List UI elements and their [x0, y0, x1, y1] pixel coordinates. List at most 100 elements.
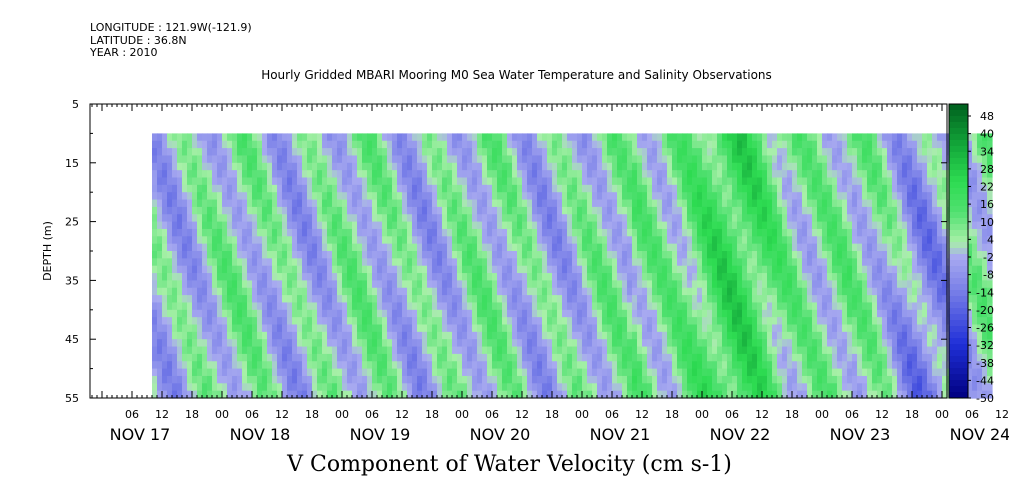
heatmap-cell — [467, 236, 473, 245]
heatmap-cell — [407, 302, 413, 311]
heatmap-cell — [342, 177, 348, 186]
heatmap-cell — [152, 251, 158, 259]
heatmap-cell — [232, 214, 238, 223]
heatmap-cell — [387, 287, 393, 296]
heatmap-cell — [762, 361, 768, 370]
heatmap-cell — [782, 133, 788, 142]
heatmap-cell — [162, 324, 168, 333]
heatmap-cell — [627, 280, 633, 289]
heatmap-cell — [487, 236, 493, 245]
heatmap-cell — [277, 390, 283, 399]
heatmap-cell — [647, 236, 653, 245]
heatmap-cell — [192, 148, 198, 157]
heatmap-cell — [437, 155, 443, 164]
heatmap-cell — [207, 214, 213, 223]
heatmap-cell — [412, 162, 418, 171]
heatmap-cell — [672, 346, 678, 355]
heatmap-cell — [787, 140, 793, 149]
heatmap-cell — [152, 390, 158, 399]
heatmap-cell — [817, 221, 823, 230]
heatmap-cell — [612, 258, 618, 267]
heatmap-cell — [407, 133, 413, 142]
heatmap-cell — [477, 228, 483, 237]
heatmap-cell — [507, 133, 513, 142]
heatmap-cell — [542, 170, 548, 179]
heatmap-cell — [302, 155, 308, 164]
heatmap-cell — [307, 280, 313, 289]
heatmap-cell — [352, 206, 358, 215]
heatmap-cell — [467, 155, 473, 164]
heatmap-cell — [307, 162, 313, 171]
heatmap-cell — [422, 302, 428, 311]
heatmap-cell — [572, 390, 578, 399]
heatmap-cell — [452, 236, 458, 245]
heatmap-cell — [307, 177, 313, 186]
heatmap-cell — [507, 184, 513, 193]
heatmap-cell — [472, 199, 478, 208]
heatmap-cell — [257, 361, 263, 370]
heatmap-cell — [332, 280, 338, 289]
heatmap-cell — [562, 236, 568, 245]
heatmap-cell — [822, 155, 828, 164]
heatmap-cell — [447, 155, 453, 164]
heatmap-cell — [222, 273, 228, 281]
heatmap-cell — [262, 331, 268, 340]
heatmap-cell — [182, 265, 188, 274]
heatmap-cell — [697, 346, 703, 355]
heatmap-cell — [732, 206, 738, 215]
heatmap-cell — [367, 295, 373, 304]
heatmap-cell — [742, 192, 748, 201]
heatmap-cell — [157, 295, 163, 304]
heatmap-cell — [462, 353, 468, 362]
heatmap-cell — [757, 133, 763, 142]
heatmap-cell — [302, 309, 308, 318]
heatmap-cell — [257, 133, 263, 142]
heatmap-cell — [627, 214, 633, 223]
heatmap-cell — [827, 155, 833, 164]
heatmap-cell — [527, 280, 533, 289]
heatmap-cell — [727, 265, 733, 274]
heatmap-cell — [687, 390, 693, 399]
heatmap-cell — [822, 273, 828, 281]
heatmap-cell — [587, 184, 593, 193]
heatmap-cell — [482, 324, 488, 333]
heatmap-cell — [392, 295, 398, 304]
heatmap-cell — [232, 265, 238, 274]
heatmap-cell — [217, 162, 223, 171]
heatmap-cell — [232, 273, 238, 281]
heatmap-cell — [557, 162, 563, 171]
heatmap-cell — [182, 236, 188, 245]
heatmap-cell — [212, 368, 218, 377]
heatmap-cell — [457, 192, 463, 201]
heatmap-cell — [557, 221, 563, 230]
heatmap-cell — [182, 243, 188, 252]
heatmap-cell — [707, 140, 713, 149]
heatmap-cell — [217, 251, 223, 259]
heatmap-cell — [322, 199, 328, 208]
heatmap-cell — [717, 243, 723, 252]
heatmap-cell — [447, 280, 453, 289]
heatmap-cell — [692, 214, 698, 223]
heatmap-cell — [807, 324, 813, 333]
heatmap-cell — [572, 177, 578, 186]
heatmap-cell — [532, 170, 538, 179]
heatmap-cell — [307, 199, 313, 208]
heatmap-cell — [752, 309, 758, 318]
heatmap-cell — [452, 324, 458, 333]
heatmap-cell — [312, 206, 318, 215]
heatmap-cell — [507, 309, 513, 318]
heatmap-cell — [572, 295, 578, 304]
heatmap-cell — [282, 243, 288, 252]
heatmap-cell — [262, 309, 268, 318]
heatmap-cell — [467, 280, 473, 289]
heatmap-cell — [507, 258, 513, 267]
heatmap-cell — [812, 353, 818, 362]
heatmap-cell — [397, 243, 403, 252]
heatmap-cell — [572, 228, 578, 237]
heatmap-cell — [807, 265, 813, 274]
heatmap-cell — [287, 177, 293, 186]
heatmap-cell — [577, 199, 583, 208]
heatmap-cell — [802, 361, 808, 370]
heatmap-cell — [497, 206, 503, 215]
heatmap-cell — [217, 280, 223, 289]
